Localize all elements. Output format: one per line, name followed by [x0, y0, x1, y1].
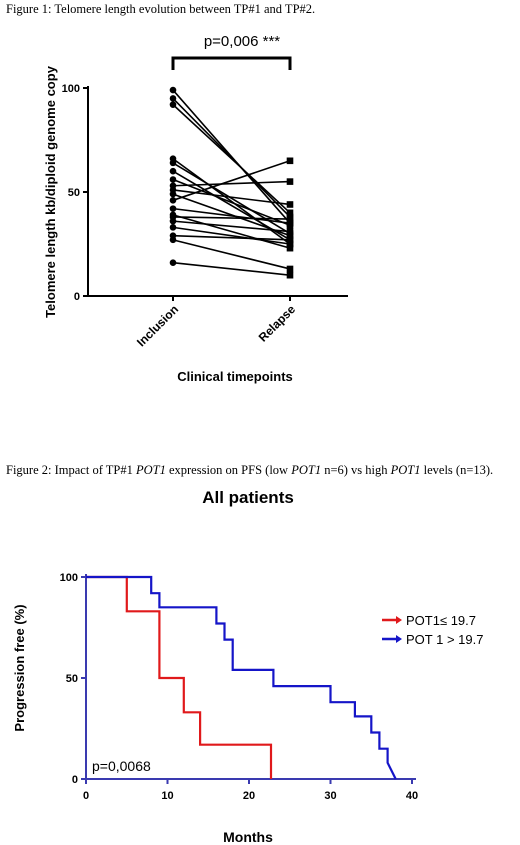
patient-line — [172, 261, 291, 276]
x-tick-label: Relapse — [256, 302, 299, 345]
patient-line — [172, 193, 291, 237]
relapse-point — [286, 201, 294, 208]
patient-line — [172, 189, 291, 206]
patient-line — [172, 178, 291, 227]
y-axis-label: Telomere length kb/diploid genome copy — [43, 65, 58, 318]
y-tick-label: 100 — [60, 572, 78, 584]
patient-line — [172, 180, 291, 187]
survival-curve-2 — [86, 575, 397, 780]
inclusion-point — [169, 86, 177, 94]
patient-line — [172, 207, 291, 224]
significance-label: p=0,006 *** — [204, 33, 280, 50]
inclusion-point — [169, 217, 177, 225]
legend-label: POT1≤ 19.7 — [406, 613, 476, 628]
figure-1-caption: Figure 1: Telomere length evolution betw… — [6, 2, 316, 16]
patient-line — [172, 214, 291, 249]
inclusion-point — [169, 95, 177, 102]
patient-line — [172, 220, 291, 233]
patient-line — [172, 104, 291, 214]
p-value-label: p=0,0068 — [92, 758, 151, 774]
relapse-point — [286, 209, 294, 217]
inclusion-point — [169, 259, 177, 267]
inclusion-point — [169, 205, 177, 212]
telomere-chart: p=0,006 *** Telomere length kb/diploid g… — [43, 33, 348, 384]
legend-marker — [396, 616, 402, 624]
caption-text: Figure 2: Impact of TP#1 — [6, 463, 136, 477]
inclusion-point — [169, 190, 177, 198]
y-tick-label: 0 — [72, 774, 78, 786]
x-tick-label: 30 — [324, 790, 336, 802]
relapse-point — [286, 178, 294, 185]
relapse-point — [286, 236, 294, 244]
chart-title: All patients — [202, 488, 294, 507]
relapse-point — [286, 271, 294, 279]
y-tick-label: 100 — [62, 83, 80, 95]
caption-gene: POT1 — [291, 463, 322, 477]
relapse-point — [286, 157, 294, 165]
caption-text: n=6) vs high — [321, 463, 391, 477]
significance-bracket — [171, 56, 292, 70]
relapse-point — [286, 232, 294, 239]
x-tick-label: 0 — [83, 790, 89, 802]
relapse-point — [286, 240, 294, 248]
inclusion-point — [169, 197, 177, 204]
x-tick-label: 10 — [161, 790, 173, 802]
patient-line — [172, 160, 291, 202]
x-axis-label: Months — [223, 829, 273, 845]
caption-text: levels (n=13). — [420, 463, 494, 477]
y-tick-label: 0 — [74, 291, 80, 303]
series-curves — [86, 575, 397, 780]
y-axis-label: Progression free (%) — [12, 604, 27, 731]
inclusion-point — [169, 159, 177, 167]
legend-marker — [396, 635, 402, 643]
legend: POT1≤ 19.7 POT 1 > 19.7 — [382, 613, 483, 647]
relapse-point — [286, 265, 294, 273]
relapse-point — [286, 215, 294, 223]
y-tick-label: 50 — [66, 673, 78, 685]
axes — [81, 574, 416, 784]
patient-line — [172, 234, 291, 241]
figure-2-caption: Figure 2: Impact of TP#1 POT1 expression… — [6, 463, 493, 478]
relapse-point — [286, 244, 294, 252]
series-lines — [172, 89, 291, 276]
caption-gene: POT1 — [390, 463, 421, 477]
x-tick-label: 40 — [406, 790, 418, 802]
legend-label: POT 1 > 19.7 — [406, 632, 483, 647]
x-axis-label: Clinical timepoints — [177, 369, 293, 384]
inclusion-point — [169, 101, 177, 108]
patient-line — [172, 216, 291, 220]
survival-chart: All patients Progression free (%) Months… — [12, 488, 483, 845]
patient-line — [172, 162, 291, 235]
relapse-point — [286, 219, 294, 227]
tick-labels: 0 50 100 0 10 20 30 40 — [60, 572, 418, 802]
data-markers — [169, 86, 294, 279]
inclusion-point — [169, 176, 177, 183]
relapse-point — [286, 228, 294, 235]
axes — [83, 86, 348, 301]
inclusion-point — [169, 224, 177, 231]
inclusion-point — [169, 236, 177, 244]
x-tick-label: 20 — [243, 790, 255, 802]
survival-curve-1 — [86, 575, 273, 779]
patient-line — [172, 239, 291, 270]
x-tick-label: Inclusion — [134, 302, 181, 349]
caption-gene: POT1 — [135, 463, 166, 477]
patient-line — [172, 226, 291, 245]
y-tick-label: 50 — [68, 187, 80, 199]
caption-text: expression on PFS (low — [165, 463, 292, 477]
inclusion-point — [169, 167, 177, 175]
